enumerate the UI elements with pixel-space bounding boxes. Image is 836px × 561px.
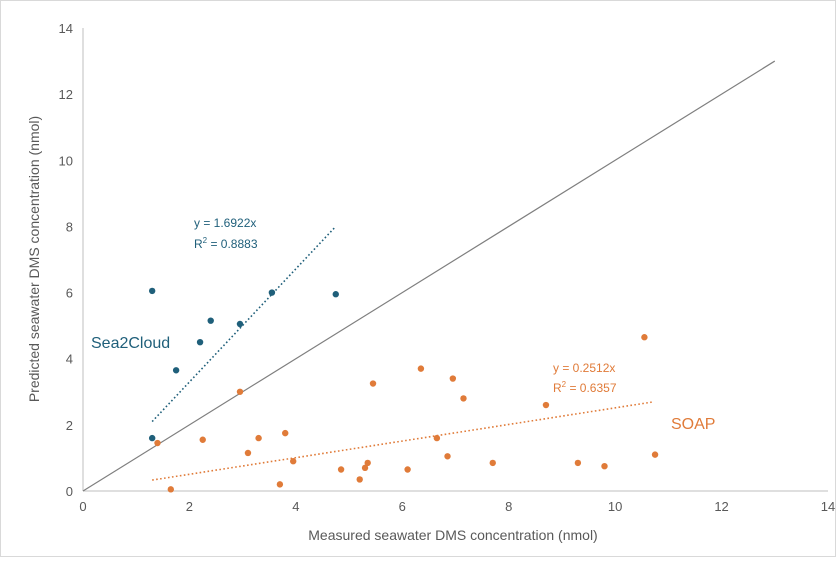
sea2cloud-point [196,338,204,346]
soap-point [369,380,377,387]
y-tick-label: 10 [59,153,73,168]
x-tick-label: 0 [79,499,86,514]
y-tick-label: 4 [66,352,73,367]
x-tick-label: 4 [292,499,299,514]
soap-point [244,449,252,457]
y-tick-label: 2 [66,418,73,433]
x-tick-label: 10 [608,499,622,514]
y-tick-label: 0 [66,484,73,499]
soap-point [651,451,659,458]
soap-point [444,453,451,460]
one-to-one-line [82,60,776,492]
axes: 0 2 4 6 8 10 12 14 0 2 4 6 8 10 12 14 [59,21,836,514]
soap-point [404,466,411,473]
soap-point [199,436,206,443]
soap-equation: y = 0.2512x [553,361,615,375]
soap-point [289,458,297,465]
soap-point [433,434,441,442]
y-tick-label: 6 [66,286,73,301]
x-tick-label: 14 [821,499,835,514]
soap-series-label: SOAP [671,416,715,433]
y-axis-title: Predicted seawater DMS concentration (nm… [26,116,42,402]
x-tick-label: 12 [714,499,728,514]
x-tick-label: 2 [186,499,193,514]
sea2cloud-series-label: Sea2Cloud [91,335,170,352]
sea2cloud-point [172,367,180,374]
soap-point [337,466,345,473]
soap-point [255,434,262,442]
soap-point [542,401,550,409]
soap-point [641,334,648,341]
y-tick-label: 8 [66,219,73,234]
soap-point [460,395,467,402]
sea2cloud-r2: R2 = 0.8883 [194,236,258,251]
soap-point [167,486,175,493]
sea2cloud-point [268,289,276,296]
soap-r2: R2 = 0.6357 [553,380,617,395]
soap-point [417,365,425,372]
soap-point [236,388,244,395]
x-axis-title: Measured seawater DMS concentration (nmo… [308,527,597,543]
soap-point [361,464,369,472]
soap-point [282,429,289,437]
sea2cloud-point [207,317,214,324]
annotations: Sea2Cloud SOAP y = 1.6922x R2 = 0.8883 y… [91,216,715,433]
y-tick-label: 14 [59,21,73,36]
sea2cloud-equation: y = 1.6922x [194,216,256,230]
sea2cloud-point [236,320,244,328]
soap-point [276,481,284,488]
soap-trendline [152,401,653,481]
soap-point [356,476,363,483]
sea2cloud-trendline [151,225,337,423]
soap-point [364,459,371,467]
soap-point [449,375,457,382]
sea2cloud-point [332,291,339,298]
soap-point [574,459,582,467]
sea2cloud-point [148,434,156,442]
x-tick-label: 8 [505,499,512,514]
soap-point [601,462,608,470]
y-tick-label: 12 [59,87,73,102]
data-points [148,287,659,493]
trendlines [151,225,653,481]
x-tick-label: 6 [399,499,406,514]
sea2cloud-point [148,287,156,295]
reference-line-group [82,60,776,492]
soap-point [154,439,161,447]
soap-point [489,459,496,467]
